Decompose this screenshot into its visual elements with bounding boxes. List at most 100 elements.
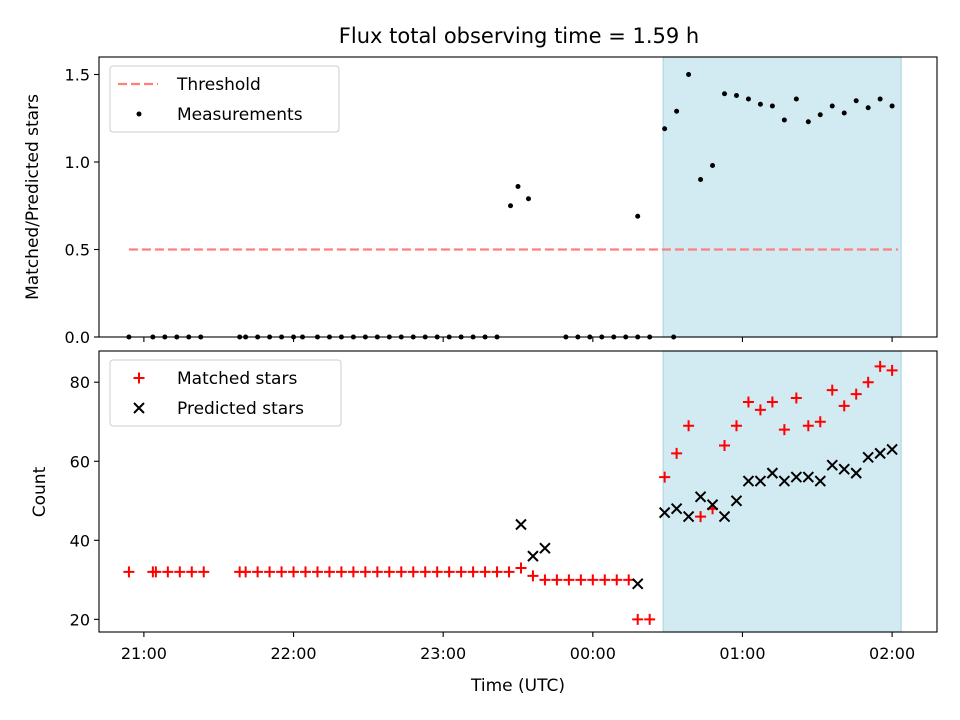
measurement-point — [710, 163, 716, 168]
measurement-point — [853, 98, 859, 104]
ratio-legend-box — [109, 65, 340, 133]
ratio-y-tick-label: 1.5 — [65, 66, 90, 85]
predicted-star-marker — [766, 467, 779, 479]
count-y-tick-label: 80 — [70, 373, 90, 392]
count-legend: Matched stars Predicted stars — [109, 359, 342, 427]
matched-star-marker — [575, 574, 587, 586]
predicted-star-marker — [706, 499, 719, 511]
predicted-star-marker — [658, 506, 671, 519]
count-legend-box — [109, 359, 342, 427]
matched-star-marker — [886, 364, 898, 376]
matched-star-marker — [123, 566, 135, 578]
matched-star-marker — [527, 570, 539, 582]
matched-star-marker — [323, 566, 335, 578]
matched-star-marker — [790, 392, 802, 404]
count-x-tick-label: 01:00 — [719, 644, 765, 663]
predicted-star-marker — [802, 471, 815, 483]
matched-star-marker — [644, 613, 656, 625]
count-x-tick-label: 21:00 — [121, 644, 167, 663]
chart-title: Flux total observing time = 1.59 h — [339, 24, 699, 48]
matched-star-marker — [347, 566, 359, 578]
ratio-y-tick-label: 1.0 — [65, 153, 90, 172]
ratio-ticks: 0.0 0.5 1.0 1.5 — [65, 66, 893, 347]
matched-star-marker — [814, 416, 826, 428]
count-x-tick-label: 00:00 — [570, 644, 616, 663]
measurement-point — [733, 93, 739, 98]
predicted-star-marker — [742, 475, 755, 487]
count-y-tick-label: 40 — [70, 531, 90, 550]
count-x-tick-label: 02:00 — [869, 644, 915, 663]
predicted-star-marker — [790, 471, 803, 483]
matched-star-marker — [186, 566, 198, 578]
matched-star-marker — [778, 424, 790, 436]
matched-star-marker — [838, 400, 850, 412]
predicted-star-marker — [718, 510, 731, 523]
legend-cross-swatch — [133, 402, 145, 414]
measurement-point — [877, 96, 883, 102]
ratio-panel: 0.0 0.5 1.0 1.5 Matched/Predicted stars Thr… — [23, 56, 938, 347]
count-x-tick-label: 23:00 — [420, 644, 466, 663]
predicted-star-marker — [694, 491, 707, 503]
matched-star-marker — [683, 420, 695, 432]
measurement-point — [686, 72, 692, 77]
matched-star-marker — [276, 566, 288, 578]
predicted-star-marker — [850, 467, 862, 479]
legend-label: Matched stars — [177, 369, 297, 389]
measurement-point — [674, 108, 680, 114]
matched-star-marker — [455, 566, 467, 578]
predicted-star-marker — [826, 459, 838, 471]
measurement-point — [781, 117, 787, 123]
matched-star-marker — [551, 574, 563, 586]
matched-star-marker — [862, 376, 874, 388]
matched-star-marker — [802, 420, 814, 432]
measurement-point — [525, 196, 531, 202]
measurement-point — [793, 96, 799, 102]
matched-star-marker — [766, 396, 778, 408]
matched-star-marker — [371, 566, 383, 578]
measurement-point — [817, 112, 823, 118]
predicted-star-marker — [886, 443, 898, 456]
legend-plus-swatch — [133, 372, 145, 384]
measurement-point — [745, 96, 751, 102]
measurement-point — [841, 110, 847, 116]
count-observing-span — [662, 350, 902, 633]
predicted-star-marker — [670, 502, 683, 515]
matched-star-marker — [300, 566, 312, 578]
measurement-point — [722, 91, 728, 97]
matched-star-marker — [599, 574, 611, 586]
x-axis-label: Time (UTC) — [470, 676, 565, 696]
matched-star-marker — [467, 566, 479, 578]
matched-star-marker — [150, 566, 162, 578]
predicted-star-marker — [814, 475, 826, 487]
count-marks — [123, 360, 898, 625]
count-y-tick-label: 60 — [70, 452, 90, 471]
matched-star-marker — [174, 566, 186, 578]
matched-star-marker — [198, 566, 210, 578]
matched-star-marker — [632, 613, 644, 625]
matched-star-marker — [539, 574, 551, 586]
matched-star-marker — [730, 420, 742, 432]
count-x-tick-label: 22:00 — [270, 644, 316, 663]
matched-star-marker — [659, 471, 671, 483]
matched-star-marker — [503, 566, 515, 578]
matched-star-marker — [383, 566, 395, 578]
matched-star-marker — [671, 447, 683, 459]
measurement-point — [889, 103, 895, 109]
ratio-y-tick-label: 0.5 — [65, 241, 90, 260]
predicted-star-marker — [527, 550, 539, 562]
measurement-point — [515, 184, 521, 189]
matched-star-marker — [695, 511, 707, 523]
ratio-y-axis-label: Matched/Predicted stars — [23, 94, 43, 300]
matched-star-marker — [443, 566, 455, 578]
count-panel: 20 40 60 80 21:00 22:00 23:00 00:00 01:00 02:00 C… — [30, 350, 938, 696]
count-ticks: 20 40 60 80 21:00 22:00 23:00 00:00 01:00 02:00 — [70, 373, 916, 663]
ratio-axis-frame — [98, 56, 938, 338]
count-axis-frame — [98, 350, 938, 633]
matched-star-marker — [407, 566, 419, 578]
matched-star-marker — [754, 404, 766, 416]
matched-star-marker — [288, 566, 300, 578]
measurement-point — [805, 119, 811, 125]
matched-star-marker — [742, 396, 754, 408]
matched-star-marker — [719, 439, 731, 451]
